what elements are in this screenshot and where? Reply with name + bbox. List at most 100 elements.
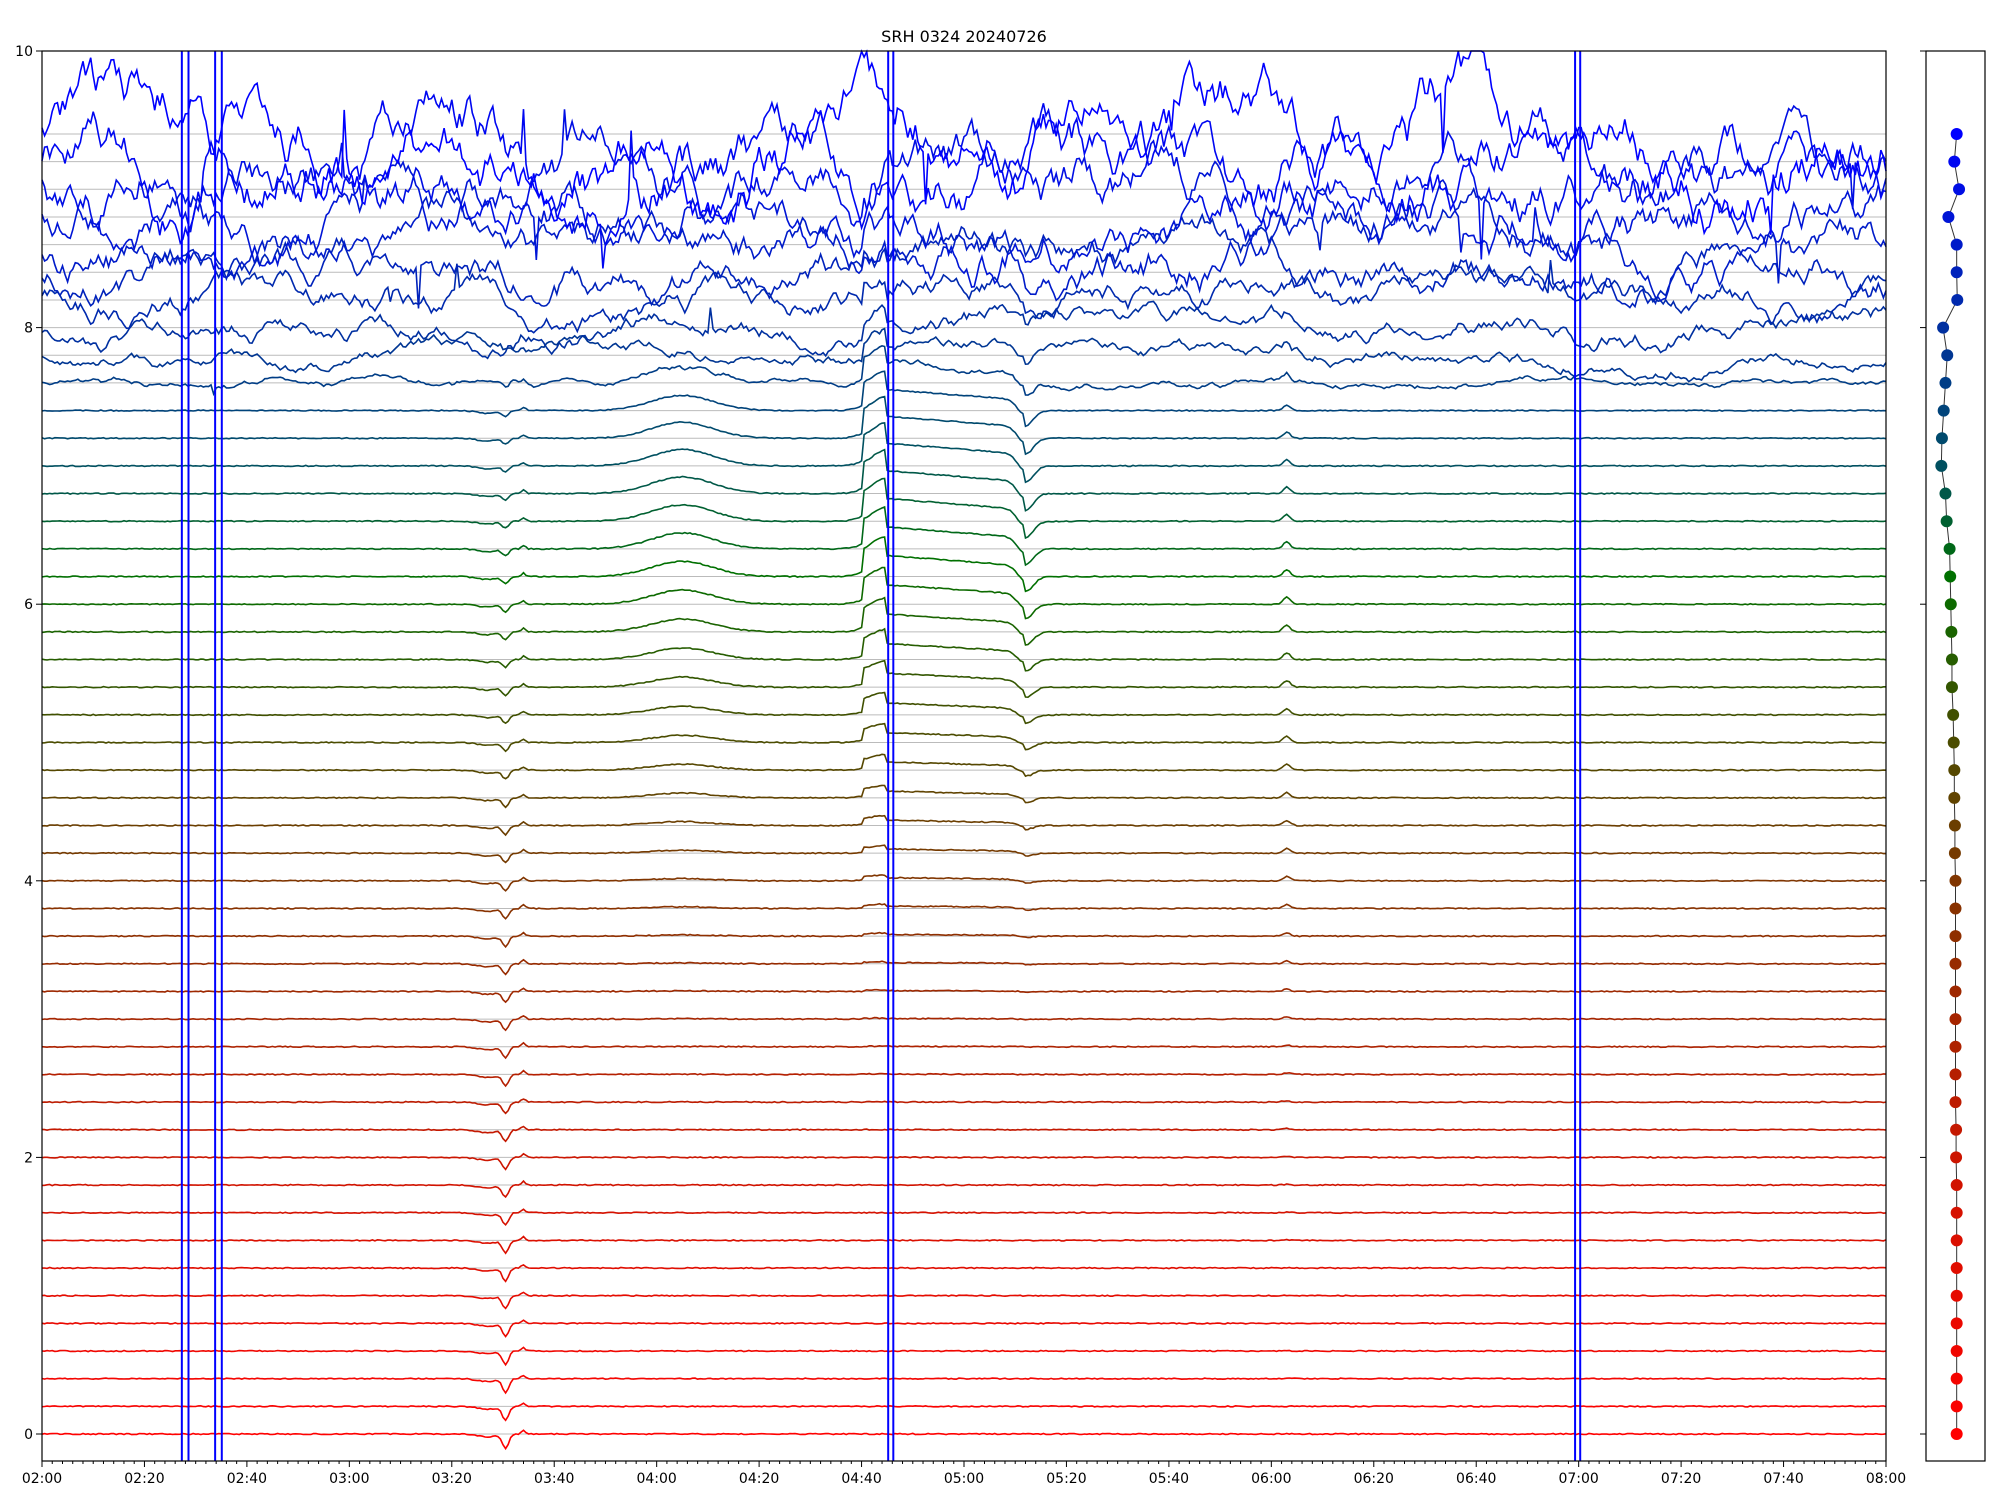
- x-tick-label: 05:40: [1149, 1471, 1189, 1487]
- side-panel-frame: [1925, 50, 1986, 1462]
- y-axis: 0 2 4 6 8 10: [15, 44, 1926, 1443]
- x-tick-label: 04:00: [636, 1471, 676, 1487]
- channel-dot: [1941, 349, 1954, 362]
- trace-channel-18: [41, 931, 1887, 949]
- trace-channel-11: [41, 1125, 1887, 1143]
- trace-channel-7: [41, 1235, 1887, 1255]
- trace-channel-17: [41, 958, 1887, 976]
- trace-channel-16: [41, 987, 1887, 1004]
- trace-channel-14: [41, 1041, 1887, 1060]
- channel-dot: [1949, 930, 1962, 943]
- y-tick-label: 8: [24, 321, 33, 337]
- x-tick-label: 02:40: [227, 1471, 267, 1487]
- channel-dot: [1950, 1123, 1963, 1136]
- x-tick-label: 05:20: [1046, 1471, 1086, 1487]
- channel-dot: [1950, 1262, 1963, 1275]
- channel-dot: [1950, 1345, 1963, 1358]
- x-tick-label: 06:00: [1251, 1471, 1291, 1487]
- trace-channel-20: [41, 874, 1887, 892]
- trace-channel-13: [41, 1069, 1887, 1088]
- channel-dot: [1950, 1206, 1963, 1219]
- trace-channel-1: [41, 1402, 1887, 1422]
- trace-channel-43: [41, 186, 1887, 302]
- x-tick-label: 07:20: [1661, 1471, 1701, 1487]
- x-tick-label: 03:40: [534, 1471, 574, 1487]
- channel-dot: [1948, 791, 1961, 804]
- trace-channel-35: [41, 422, 1887, 484]
- channel-dot: [1948, 819, 1961, 832]
- channel-dot: [1940, 515, 1953, 528]
- trace-channel-31: [41, 536, 1887, 593]
- trace-channel-21: [41, 844, 1886, 864]
- x-tick-label: 06:20: [1354, 1471, 1394, 1487]
- trace-channel-5: [41, 1291, 1887, 1310]
- trace-channel-24: [41, 753, 1887, 780]
- y-tick-label: 4: [24, 874, 33, 890]
- channel-dot: [1950, 1289, 1963, 1302]
- trace-channel-19: [41, 902, 1887, 920]
- trace-channel-4: [41, 1319, 1887, 1338]
- channel-dot: [1945, 681, 1958, 694]
- channel-dot: [1949, 1068, 1962, 1081]
- channel-dot: [1949, 1096, 1962, 1109]
- y-tick-label: 6: [24, 597, 33, 613]
- trace-channel-36: [41, 395, 1887, 456]
- x-tick-label: 06:40: [1456, 1471, 1496, 1487]
- channel-dot: [1950, 1234, 1963, 1247]
- glitch-lines: [180, 51, 1582, 1461]
- channel-dot: [1947, 736, 1960, 749]
- channel-dot: [1951, 293, 1964, 306]
- traces: [41, 49, 1887, 1451]
- trace-channel-22: [41, 814, 1887, 837]
- channel-dot: [1935, 459, 1948, 472]
- trace-channel-37: [41, 370, 1887, 428]
- x-axis: 02:00 02:20 02:40 03:00 03:20 03:40 04:00 04:20…: [22, 1461, 1906, 1487]
- channel-dot: [1945, 625, 1958, 638]
- trace-channel-25: [41, 722, 1887, 753]
- trace-channel-29: [41, 596, 1887, 646]
- channel-dot: [1942, 210, 1955, 223]
- grid-lines: [42, 133, 1886, 1435]
- trace-channel-9: [41, 1179, 1887, 1199]
- channel-dot: [1950, 238, 1963, 251]
- x-tick-label: 04:20: [739, 1471, 779, 1487]
- trace-channel-39: [41, 327, 1887, 383]
- trace-channel-28: [41, 627, 1887, 672]
- channel-dot: [1950, 1317, 1963, 1330]
- channel-dot: [1949, 985, 1962, 998]
- x-tick-label: 02:20: [124, 1471, 164, 1487]
- channel-dot: [1945, 653, 1958, 666]
- channel-dot: [1949, 1013, 1962, 1026]
- channel-dot: [1944, 598, 1957, 611]
- channel-dot: [1944, 570, 1957, 583]
- y-tick-label: 2: [24, 1150, 33, 1166]
- channel-dot: [1937, 404, 1950, 417]
- channel-dot: [1949, 1040, 1962, 1053]
- channel-dot: [1953, 183, 1966, 196]
- channel-dot: [1950, 1372, 1963, 1385]
- channel-dot: [1937, 321, 1950, 334]
- trace-channel-0: [41, 1429, 1887, 1451]
- channel-dot: [1939, 487, 1952, 500]
- trace-channel-33: [41, 477, 1887, 540]
- trace-channel-41: [41, 260, 1887, 334]
- channel-dot: [1949, 874, 1962, 887]
- trace-channel-42: [41, 212, 1887, 309]
- trace-channel-40: [41, 300, 1887, 360]
- trace-channel-46: [41, 90, 1887, 269]
- trace-channel-3: [41, 1346, 1887, 1367]
- trace-channel-34: [41, 448, 1887, 512]
- x-tick-label: 02:00: [22, 1471, 62, 1487]
- trace-channel-26: [41, 691, 1887, 725]
- x-tick-label: 07:00: [1558, 1471, 1598, 1487]
- plot-frame: [41, 50, 1887, 1462]
- trace-channel-27: [41, 659, 1886, 699]
- trace-channel-2: [41, 1374, 1887, 1395]
- trace-channel-6: [41, 1263, 1887, 1283]
- trace-channel-38: [41, 345, 1887, 397]
- x-tick-label: 07:40: [1763, 1471, 1803, 1487]
- channel-dot: [1949, 957, 1962, 970]
- trace-channel-15: [41, 1015, 1887, 1032]
- y-tick-label: 10: [15, 44, 33, 60]
